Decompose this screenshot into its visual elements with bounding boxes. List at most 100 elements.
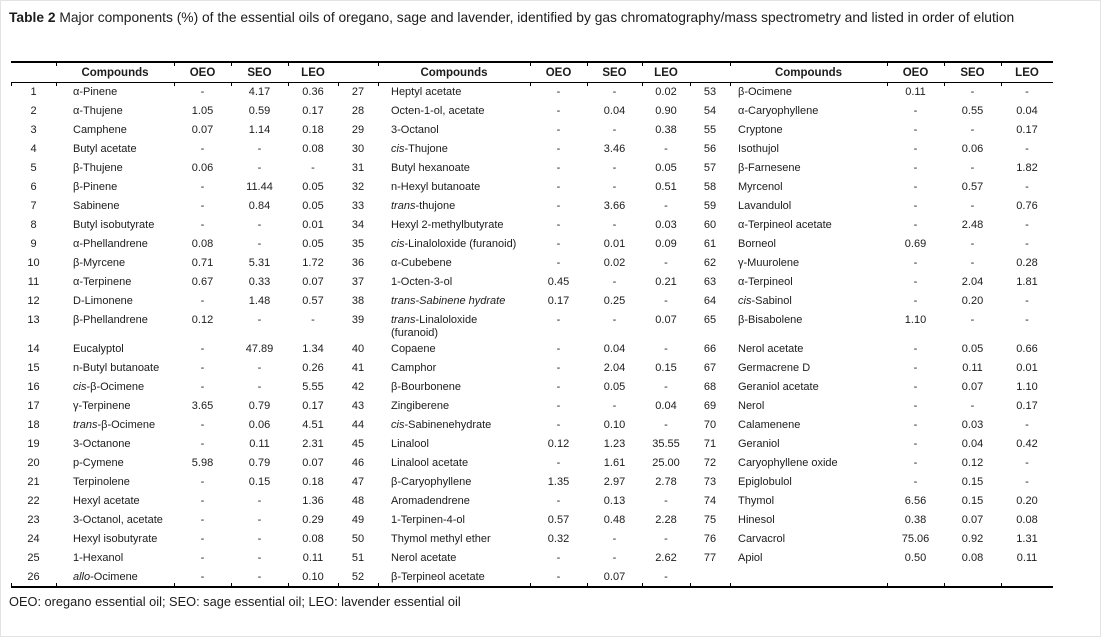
oeo-value: 1.05	[191, 104, 214, 117]
compound-name: Eucalyptol	[73, 342, 124, 355]
table-row: 26 allo-Ocimene - -0.10 52 β-Terpineol acetat…	[11, 567, 1053, 587]
compound-number: 16	[27, 380, 40, 393]
compound-name: 1-Hexanol	[73, 551, 124, 564]
oeo-value: -	[913, 294, 918, 307]
compound-number: 30	[351, 142, 365, 155]
compound-name: n-Hexyl butanoate	[391, 180, 481, 193]
oeo-value: -	[556, 551, 561, 564]
oeo-value: -	[913, 142, 918, 155]
compound-name: Hexyl 2-methylbutyrate	[391, 218, 504, 231]
compound-name: β-Phellandrene	[73, 313, 148, 326]
compound-number: 67	[703, 361, 717, 374]
compound-number: 73	[703, 475, 717, 488]
leo-value: 0.17	[1016, 123, 1038, 136]
leo-value: -	[664, 494, 668, 507]
compound-number: 12	[27, 294, 40, 307]
seo-value: -	[257, 361, 262, 374]
compound-name: α-Pinene	[56, 82, 174, 102]
oeo-value: 1.10	[904, 313, 927, 326]
seo-value: 0.04	[603, 342, 626, 355]
compound-name: Carvacrol	[738, 532, 786, 545]
compound-name: cis-Sabinenehydrate	[391, 418, 492, 431]
compound-number: 33	[351, 199, 365, 212]
table-row: 7 Sabinene - 0.84 0.05 33 trans-thujone - 3.66 - 5…	[11, 197, 1053, 216]
seo-value: -	[257, 532, 262, 545]
compound-name: Butyl hexanoate	[391, 161, 470, 174]
seo-value: -	[257, 218, 262, 231]
compound-name: Nerol	[738, 399, 765, 412]
oeo-value: -	[556, 142, 561, 155]
leo-value: 0.51	[655, 180, 677, 193]
leo-value: 0.18	[302, 475, 324, 488]
compound-number: 26	[11, 567, 56, 587]
oeo-value: -	[556, 399, 561, 412]
leo-value: -	[1025, 142, 1029, 155]
leo-value: 0.02	[642, 82, 690, 102]
table-row: 16 cis-β-Ocimene - - 5.55 42 β-Bourbonene - 0.05…	[11, 378, 1053, 397]
seo-value: 1.48	[248, 294, 271, 307]
seo-value: -	[970, 399, 975, 412]
leo-value: 0.15	[655, 361, 677, 374]
oeo-value: -	[556, 123, 561, 136]
compound-name: allo-Ocimene	[56, 567, 174, 587]
oeo-value: -	[200, 218, 205, 231]
seo-value: -	[257, 237, 262, 250]
table-row: 23 3-Octanol, acetate - - 0.29 49 1-Terpinen-4…	[11, 511, 1053, 530]
seo-value: 0.33	[248, 275, 271, 288]
table-row: 11 α-Terpinene 0.67 0.33 0.07 37 1-Octen-3-ol 0…	[11, 273, 1053, 292]
compound-name: Terpinolene	[73, 475, 130, 488]
table-header: Compounds OEO SEO LEO Compounds OEO SEO LEO Comp…	[11, 62, 1053, 83]
compound-number: 72	[703, 456, 717, 469]
leo-column-header: LEO	[288, 62, 338, 83]
leo-value: 0.38	[655, 123, 677, 136]
compound-number: 61	[703, 237, 717, 250]
table-caption: Table 2 Major components (%) of the esse…	[9, 6, 1095, 29]
compound-name: γ-Muurolene	[738, 256, 800, 269]
compound-name: β-Thujene	[73, 161, 123, 174]
oeo-value: -	[913, 199, 918, 212]
oeo-value: 0.45	[547, 275, 570, 288]
seo-value: -	[970, 237, 975, 250]
compound-name: Calamenene	[738, 418, 801, 431]
leo-value: 0.11	[1016, 551, 1038, 564]
table-caption-text: Major components (%) of the essential oi…	[59, 10, 1015, 25]
seo-value: -	[970, 161, 975, 174]
oeo-value: -	[913, 123, 918, 136]
seo-value: -	[612, 313, 617, 326]
leo-value: 25.00	[652, 456, 680, 469]
leo-value: -	[311, 313, 315, 326]
compound-name: 1-Terpinen-4-ol	[391, 513, 465, 526]
oeo-value: -	[174, 567, 231, 587]
seo-value: 0.55	[961, 104, 984, 117]
oeo-value: 0.57	[547, 513, 570, 526]
seo-value: -	[612, 532, 617, 545]
seo-value: 0.07	[961, 380, 984, 393]
seo-value: 0.79	[248, 456, 271, 469]
compound-number: 11	[27, 275, 40, 288]
seo-value: 0.01	[603, 237, 626, 250]
seo-value: 0.11	[249, 437, 270, 450]
compound-name: β-Farnesene	[738, 161, 801, 174]
compound-number: 56	[703, 142, 717, 155]
compound-number: 76	[703, 532, 717, 545]
compound-name: Lavandulol	[738, 199, 792, 212]
leo-value: 0.21	[655, 275, 677, 288]
oeo-value: -	[200, 475, 205, 488]
compound-name: Germacrene D	[738, 361, 811, 374]
leo-value: 5.55	[302, 380, 324, 393]
leo-value: 0.04	[655, 399, 677, 412]
compound-name: cis-Thujone	[391, 142, 448, 155]
seo-value: 1.14	[248, 123, 271, 136]
oeo-value: -	[200, 532, 205, 545]
table-row: 8 Butyl isobutyrate - - 0.01 34 Hexyl 2-methyl…	[11, 216, 1053, 235]
leo-value: 1.82	[1016, 161, 1038, 174]
oeo-value: -	[913, 399, 918, 412]
seo-value: -	[612, 218, 617, 231]
seo-value: 1.61	[603, 456, 626, 469]
table-row: 3 Camphene 0.07 1.14 0.18 29 3-Octanol - - 0.38 55…	[11, 121, 1053, 140]
compound-number: 27	[338, 82, 378, 102]
leo-value: -	[664, 418, 668, 431]
seo-value: -	[257, 551, 262, 564]
compound-number: 75	[703, 513, 717, 526]
oeo-value: 5.98	[191, 456, 214, 469]
